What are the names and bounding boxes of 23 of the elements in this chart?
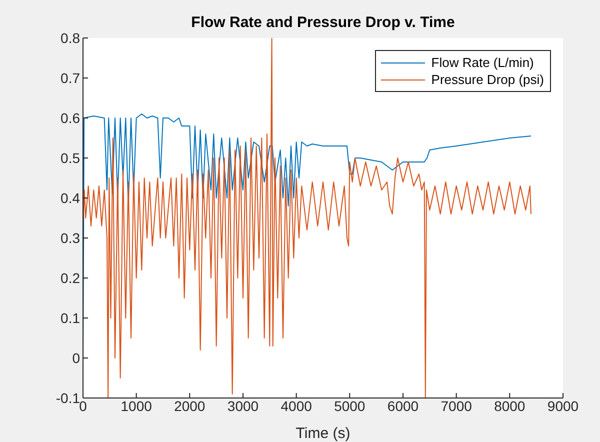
x-tick-label: 2000	[174, 398, 206, 414]
y-tick-label: 0.4	[60, 190, 80, 206]
y-tick-label: 0.1	[60, 310, 80, 326]
x-tick-label: 6000	[387, 398, 419, 414]
x-tick-label: 1000	[120, 398, 152, 414]
x-tick-label: 7000	[440, 398, 472, 414]
y-tick-label: 0.7	[60, 70, 80, 86]
y-tick-label: 0	[72, 350, 80, 366]
y-tick-label: -0.1	[56, 390, 80, 406]
y-tick-label: 0.5	[60, 150, 80, 166]
y-tick-label: 0.2	[60, 270, 80, 286]
y-tick-label: 0.3	[60, 230, 80, 246]
x-tick-label: 4000	[280, 398, 312, 414]
x-tick-label: 5000	[334, 398, 366, 414]
x-axis-title: Time (s)	[296, 425, 350, 442]
x-tick-label: 3000	[227, 398, 259, 414]
x-tick-label: 8000	[494, 398, 526, 414]
x-tick-label: 9000	[547, 398, 579, 414]
chart-title: Flow Rate and Pressure Drop v. Time	[190, 14, 456, 31]
y-tick-label: 0.8	[60, 30, 80, 46]
y-tick-label: 0.6	[60, 110, 80, 126]
legend-label: Pressure Drop (psi)	[431, 71, 544, 88]
legend-label: Flow Rate (L/min)	[431, 54, 534, 71]
